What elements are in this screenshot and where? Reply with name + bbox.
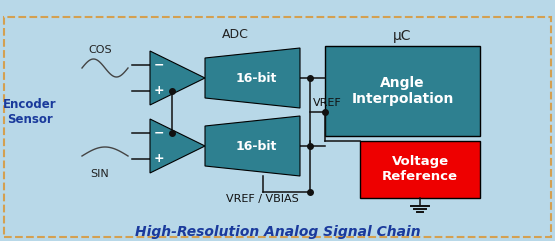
Polygon shape — [205, 48, 300, 108]
Text: +: + — [154, 85, 164, 98]
Polygon shape — [205, 116, 300, 176]
Text: VREF: VREF — [313, 98, 342, 108]
Text: COS: COS — [88, 45, 112, 55]
Text: −: − — [154, 127, 164, 140]
Text: Encoder
Sensor: Encoder Sensor — [3, 98, 57, 126]
Text: Angle
Interpolation: Angle Interpolation — [351, 76, 453, 106]
Text: 16-bit: 16-bit — [236, 72, 277, 85]
Text: −: − — [154, 59, 164, 72]
Text: ADC: ADC — [221, 27, 249, 40]
Text: +: + — [154, 153, 164, 166]
Text: SIN: SIN — [90, 169, 109, 179]
FancyBboxPatch shape — [360, 141, 480, 198]
FancyBboxPatch shape — [4, 17, 551, 237]
Text: 16-bit: 16-bit — [236, 140, 277, 153]
Polygon shape — [150, 119, 205, 173]
Text: Voltage
Reference: Voltage Reference — [382, 155, 458, 183]
Polygon shape — [150, 51, 205, 105]
Text: VREF / VBIAS: VREF / VBIAS — [226, 194, 299, 204]
Text: High-Resolution Analog Signal Chain: High-Resolution Analog Signal Chain — [135, 225, 420, 239]
Text: μC: μC — [393, 29, 412, 43]
FancyBboxPatch shape — [325, 46, 480, 136]
